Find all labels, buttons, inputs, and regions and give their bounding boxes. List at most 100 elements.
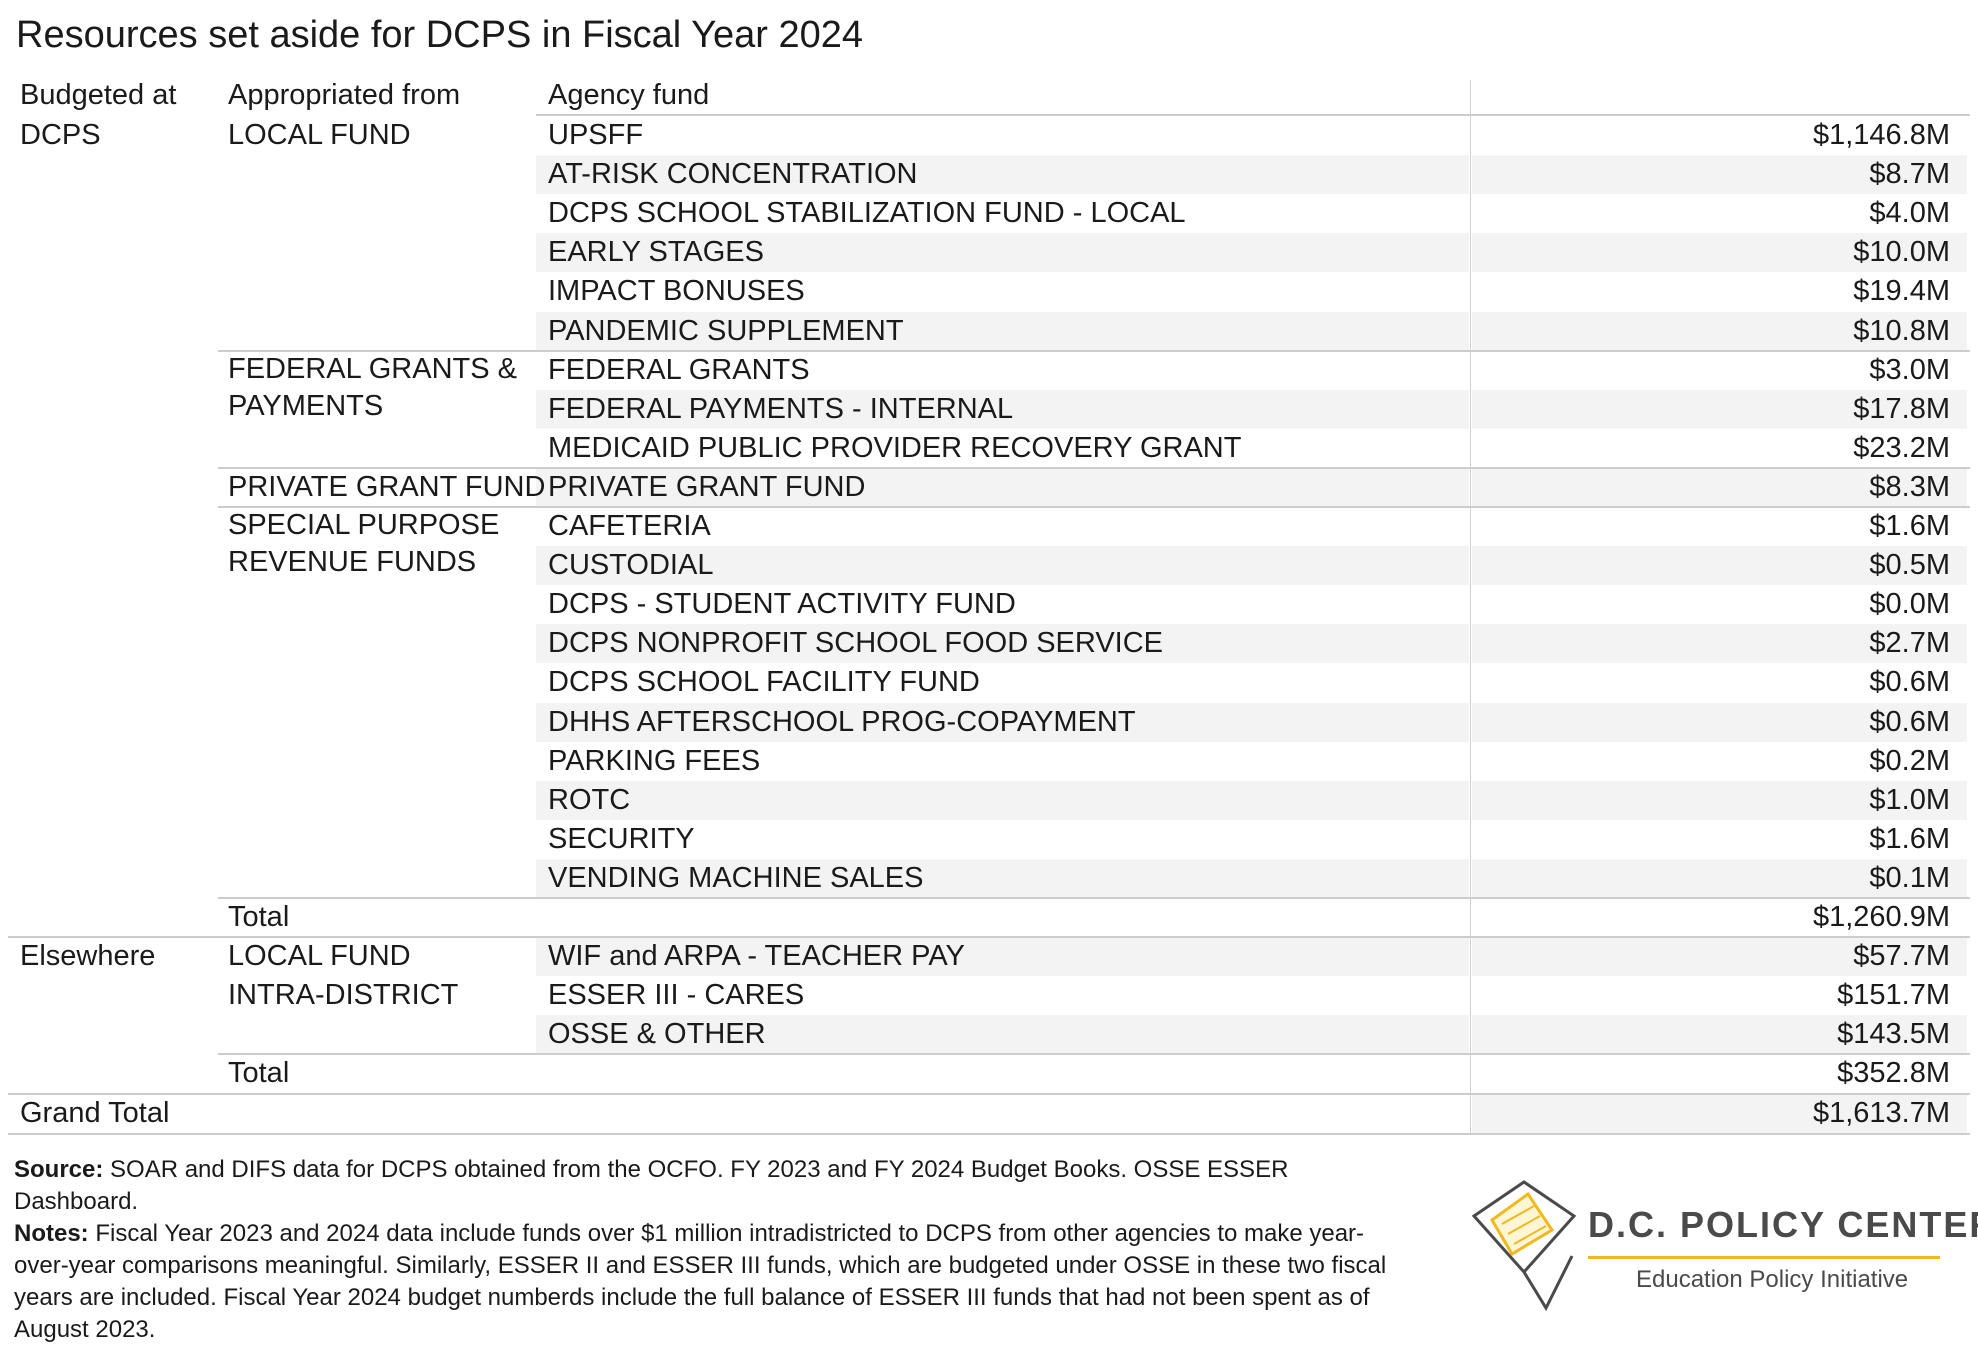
value-band — [1472, 624, 1967, 664]
row-band — [536, 116, 1469, 155]
row-band — [536, 937, 1469, 977]
value-band — [1472, 1015, 1967, 1055]
fund-cell: ESSER III - CARES — [548, 979, 805, 1012]
row-band — [536, 858, 1469, 898]
notes-text: Fiscal Year 2023 and 2024 data include f… — [14, 1220, 1387, 1343]
value-cell: $0.5M — [1869, 549, 1950, 582]
header-divider — [536, 114, 1970, 116]
value-cell: $1,613.7M — [1812, 1096, 1950, 1129]
row-band — [536, 233, 1469, 273]
header-fund: Agency fund — [548, 79, 710, 111]
fund-cell: EARLY STAGES — [548, 236, 764, 269]
fund-cell: UPSFF — [548, 119, 644, 151]
value-cell: $1.6M — [1869, 510, 1950, 542]
row-divider — [218, 1053, 1970, 1056]
table-row: MEDICAID PUBLIC PROVIDER RECOVERY GRANT $… — [8, 429, 1970, 468]
appropriated-cell: FEDERAL GRANTS & PAYMENTS — [228, 352, 517, 422]
fund-cell: PANDEMIC SUPPLEMENT — [548, 314, 904, 347]
value-cell: $0.6M — [1869, 666, 1950, 699]
table-row: OSSE & OTHER $143.5M — [8, 1015, 1970, 1055]
value-cell: $0.1M — [1869, 861, 1950, 894]
header-budgeted: Budgeted at — [20, 79, 177, 111]
value-cell: $10.0M — [1853, 236, 1950, 269]
value-cell: $8.3M — [1869, 470, 1950, 503]
table-row: DHHS AFTERSCHOOL PROG-COPAYMENT $0.6M — [8, 702, 1970, 742]
value-cell: $57.7M — [1853, 940, 1950, 973]
value-band — [1472, 858, 1967, 898]
value-cell: $143.5M — [1837, 1018, 1950, 1051]
row-divider — [218, 897, 1970, 899]
row-divider — [218, 506, 1970, 508]
value-cell: $10.8M — [1853, 314, 1950, 347]
row-band — [536, 1015, 1469, 1055]
table-row: SECURITY $1.6M — [8, 820, 1970, 859]
dc-policy-center-logo: D.C. POLICY CENTER Education Policy Init… — [1462, 1176, 1978, 1326]
page-title: Resources set aside for DCPS in Fiscal Y… — [16, 14, 863, 56]
table-row: FEDERAL GRANTS & PAYMENTS FEDERAL GRANTS $… — [8, 351, 1970, 422]
footer-notes: Source: SOAR and DIFS data for DCPS obta… — [14, 1154, 1414, 1346]
table-row: FEDERAL PAYMENTS - INTERNAL $17.8M — [8, 389, 1970, 429]
notes-line: Notes: Fiscal Year 2023 and 2024 data in… — [14, 1218, 1414, 1346]
row-band — [536, 780, 1469, 820]
value-cell: $17.8M — [1853, 392, 1950, 425]
row-divider — [218, 466, 1970, 469]
value-band — [1472, 389, 1967, 429]
row-band — [536, 389, 1469, 429]
fund-cell: DCPS SCHOOL STABILIZATION FUND - LOCAL — [548, 197, 1186, 230]
row-band — [536, 311, 1469, 351]
value-cell: $2.7M — [1869, 627, 1950, 660]
appropriated-cell: Total — [228, 901, 290, 933]
grand-total-row: Grand Total $1,613.7M — [8, 1093, 1970, 1133]
budgeted-cell: Grand Total — [20, 1096, 170, 1129]
fund-cell: FEDERAL GRANTS — [548, 353, 810, 386]
row-band — [536, 467, 1469, 507]
value-cell: $8.7M — [1869, 158, 1950, 191]
table-row: CUSTODIAL $0.5M — [8, 546, 1970, 586]
budget-table: Budgeted at Appropriated from Agency fun… — [8, 76, 1970, 1136]
value-band — [1472, 1093, 1967, 1133]
row-divider — [218, 349, 1970, 352]
fund-cell: OSSE & OTHER — [548, 1018, 766, 1051]
value-cell: $19.4M — [1853, 275, 1950, 308]
row-band — [536, 702, 1469, 742]
notes-label: Notes: — [14, 1220, 89, 1247]
value-band — [1472, 311, 1967, 351]
fund-cell: ROTC — [548, 783, 631, 816]
value-band — [1472, 780, 1967, 820]
value-band — [1472, 546, 1967, 586]
value-band — [1472, 702, 1967, 742]
column-divider — [1470, 80, 1471, 115]
table-row: PRIVATE GRANT FUND PRIVATE GRANT FUND $8.3… — [8, 467, 1970, 507]
value-band — [1472, 155, 1967, 195]
value-cell: $151.7M — [1837, 979, 1950, 1012]
value-band — [1472, 467, 1967, 507]
table-row: DCPS LOCAL FUND UPSFF $1,146.8M — [8, 116, 1970, 155]
header-appropriated: Appropriated from — [228, 79, 461, 111]
appropriated-cell: LOCAL FUND — [228, 940, 411, 973]
table-row: EARLY STAGES $10.0M — [8, 233, 1970, 273]
table-row: PANDEMIC SUPPLEMENT $10.8M — [8, 311, 1970, 351]
table-row: INTRA-DISTRICT ESSER III - CARES $151.7M — [8, 976, 1970, 1015]
row-band — [536, 546, 1469, 586]
table-row: DCPS SCHOOL FACILITY FUND $0.6M — [8, 663, 1970, 702]
table-row: DCPS NONPROFIT SCHOOL FOOD SERVICE $2.7M — [8, 624, 1970, 664]
fund-cell: WIF and ARPA - TEACHER PAY — [548, 940, 965, 973]
fund-cell: FEDERAL PAYMENTS - INTERNAL — [548, 392, 1014, 425]
total-row: Total $1,260.9M — [8, 898, 1970, 937]
appropriated-cell: SPECIAL PURPOSE REVENUE FUNDS — [228, 509, 500, 578]
row-band — [536, 1094, 1469, 1133]
row-band — [536, 898, 1469, 937]
fund-cell: DCPS NONPROFIT SCHOOL FOOD SERVICE — [548, 627, 1164, 660]
table-row: SPECIAL PURPOSE REVENUE FUNDS CAFETERIA $1… — [8, 507, 1970, 578]
value-cell: $352.8M — [1837, 1057, 1950, 1090]
table-row: DCPS - STUDENT ACTIVITY FUND $0.0M — [8, 585, 1970, 624]
table-row: IMPACT BONUSES $19.4M — [8, 272, 1970, 311]
source-line: Source: SOAR and DIFS data for DCPS obta… — [14, 1154, 1414, 1218]
table-row: VENDING MACHINE SALES $0.1M — [8, 858, 1970, 898]
logo-name: D.C. POLICY CENTER — [1588, 1204, 1978, 1245]
row-band — [536, 1054, 1469, 1093]
source-label: Source: — [14, 1156, 104, 1183]
table-row: DCPS SCHOOL STABILIZATION FUND - LOCAL $4… — [8, 194, 1970, 233]
value-cell: $3.0M — [1869, 353, 1950, 386]
value-cell: $0.6M — [1869, 705, 1950, 738]
